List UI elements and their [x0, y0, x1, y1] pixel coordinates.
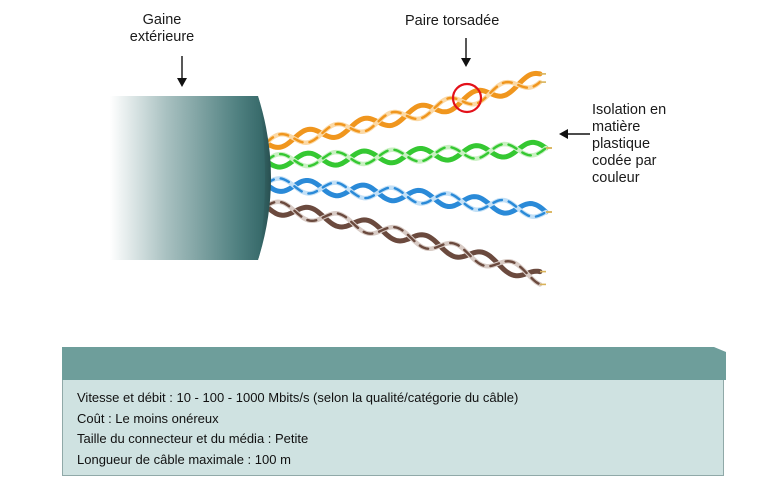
- jacket-arrow: [177, 56, 187, 87]
- info-speed: Vitesse et débit : 10 - 100 - 1000 Mbits…: [77, 390, 519, 405]
- twisted-pairs: [263, 70, 552, 287]
- insulation-label: Isolation en matière plastique codée par cou…: [592, 102, 667, 186]
- wire-pair-green: [263, 139, 552, 170]
- insulation-arrow: [559, 129, 590, 139]
- info-max-length: Longueur de câble maximale : 100 m: [77, 451, 291, 467]
- jacket-label: Gaine extérieure: [129, 12, 195, 45]
- info-panel-header: [62, 347, 726, 380]
- twisted-pair-label: Paire torsadée: [405, 13, 500, 29]
- info-connector-size: Taille du connecteur et du média : Petit…: [77, 431, 309, 446]
- wire-pair-blue: [263, 176, 552, 219]
- wire-pair-orange: [263, 70, 546, 150]
- info-panel: Vitesse et débit : 10 - 100 - 1000 Mbits…: [62, 347, 726, 477]
- wire-pair-brown: [263, 199, 546, 287]
- info-panel-body: Vitesse et débit : 10 - 100 - 1000 Mbits…: [62, 380, 724, 476]
- twisted-pair-arrow: [461, 38, 471, 67]
- twist-highlight-circle: [451, 82, 483, 114]
- outer-jacket: [110, 96, 271, 260]
- cable-diagram: [110, 38, 590, 287]
- info-cost: Coût : Le moins onéreux: [77, 410, 219, 426]
